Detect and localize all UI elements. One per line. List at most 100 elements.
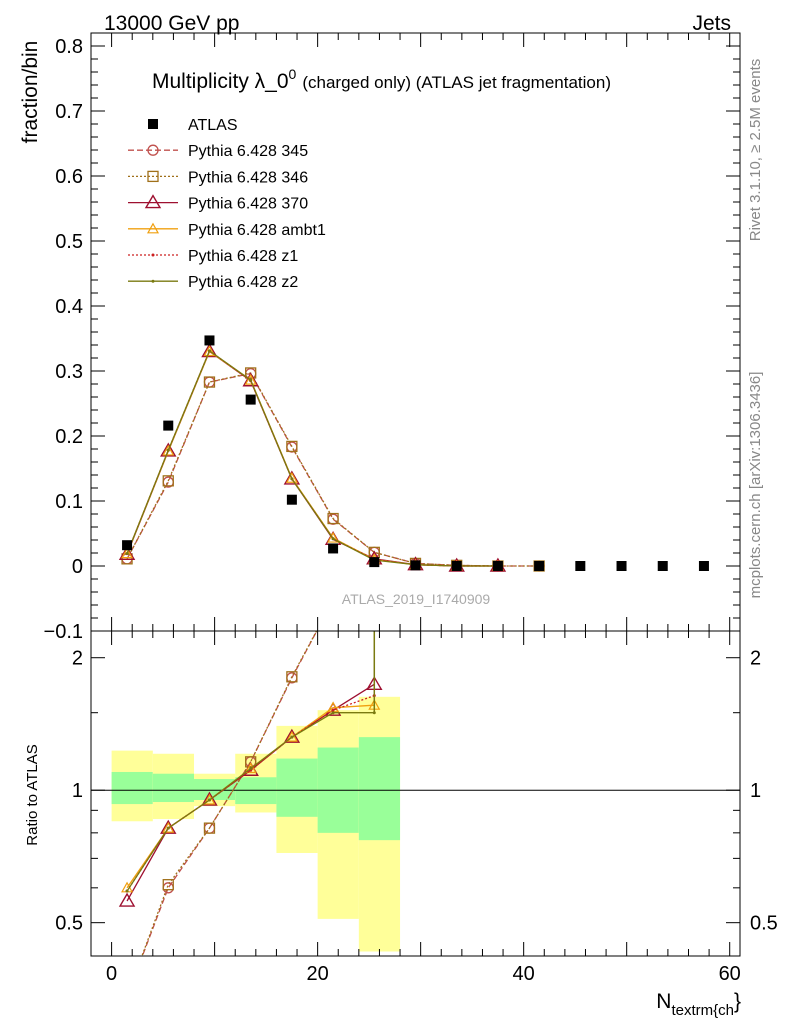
legend-label-3: Pythia 6.428 ambt1	[188, 222, 326, 239]
series-marker-2	[201, 343, 218, 358]
y-tick-label: 0.1	[55, 491, 83, 513]
ratio-marker-1	[162, 879, 174, 891]
ratio-axis-ticks: 0.5 0.51 12 20 20 40 60	[55, 631, 778, 985]
ratio-y-tick-label: 2	[72, 648, 83, 670]
ratio-plot-frame	[90, 630, 741, 957]
atlas-data-point	[286, 494, 297, 505]
ratio-series-clipped	[118, 595, 383, 1001]
atlas-data-point	[492, 561, 503, 571]
series-marker-3	[327, 531, 340, 543]
uncertainty-bands	[111, 696, 401, 952]
plot-title-superscript: 0	[289, 66, 297, 82]
legend-label-5: Pythia 6.428 z2	[188, 274, 298, 291]
atlas-data-point	[328, 543, 339, 554]
ratio-marker-3	[285, 730, 298, 742]
series-line-3	[126, 350, 498, 567]
legend-marker-2	[144, 194, 162, 209]
atlas-data-point	[575, 561, 586, 571]
legend-atlas-label: ATLAS	[188, 117, 238, 134]
main-series-group	[118, 343, 545, 572]
x-axis-label-tail: }	[734, 990, 741, 1013]
atlas-data-point	[410, 560, 421, 571]
ratio-y-tick-label: 1	[72, 780, 83, 802]
legend-label-1: Pythia 6.428 346	[188, 169, 308, 186]
ratio-marker-5	[166, 826, 170, 830]
ratio-y-axis-label: Ratio to ATLAS	[24, 744, 41, 845]
y-tick-label: 0.2	[55, 426, 83, 448]
inner-uncertainty-band	[152, 773, 195, 803]
x-tick-label: 60	[719, 963, 741, 985]
series-line-4	[126, 349, 498, 567]
ratio-marker-5	[331, 711, 335, 715]
atlas-data-point	[163, 420, 174, 431]
ratio-marker-5	[290, 735, 294, 739]
series-line-5	[126, 349, 498, 567]
ratio-line-0	[141, 631, 318, 956]
y-tick-label: 0	[72, 556, 83, 578]
ratio-marker-0	[328, 595, 338, 605]
inner-uncertainty-band	[358, 737, 401, 841]
ratio-marker-4	[331, 708, 335, 712]
ratio-marker-0	[162, 882, 174, 894]
plot-title: Multiplicity λ_00 (charged only) (ATLAS j…	[152, 66, 611, 93]
series-marker-3	[121, 547, 134, 559]
atlas-data-point	[122, 540, 133, 551]
atlas-data-point	[204, 335, 215, 346]
atlas-data-points	[122, 335, 709, 571]
y-tick-label: 0.8	[55, 36, 83, 58]
atlas-data-point	[245, 394, 256, 405]
atlas-data-point	[534, 561, 545, 571]
ratio-marker-5	[207, 798, 211, 802]
series-marker-3	[203, 345, 216, 357]
legend-label-0: Pythia 6.428 345	[188, 143, 308, 160]
inner-uncertainty-band	[276, 758, 318, 817]
ratio-marker-1	[286, 671, 298, 683]
y-tick-label: 0.7	[55, 101, 83, 123]
legend-label-4: Pythia 6.428 z1	[188, 248, 298, 265]
ratio-marker-2	[160, 819, 177, 834]
ratio-marker-1	[203, 822, 216, 834]
series-marker-1	[162, 475, 174, 487]
main-y-axis-ticks: −0.1 0 0.1 0.2 0.3 0.4 0.5 0.6 0.7 0.8	[44, 33, 740, 643]
header-jets-label: Jets	[692, 12, 731, 35]
legend-marker-0	[147, 144, 159, 156]
series-marker-2	[160, 442, 177, 457]
series-marker-5	[290, 477, 294, 481]
ratio-marker-3	[244, 762, 257, 774]
x-tick-label: 20	[307, 963, 329, 985]
legend-marker-4	[151, 253, 155, 257]
legend-marker-5	[151, 279, 155, 283]
ratio-marker-3	[162, 821, 175, 833]
series-line-1	[126, 372, 540, 567]
series-line-2	[126, 350, 498, 567]
ratio-marker-3	[203, 793, 216, 805]
series-marker-5	[331, 537, 335, 541]
x-tick-label: 0	[106, 963, 117, 985]
mcplots-label: mcplots.cern.ch [arXiv:1306.3436]	[747, 372, 764, 599]
atlas-data-point	[616, 561, 627, 571]
y-tick-label: 0.5	[55, 231, 83, 253]
y-tick-label: 0.3	[55, 361, 83, 383]
series-marker-1	[286, 440, 298, 453]
ratio-marker-0	[122, 991, 132, 1001]
series-marker-3	[285, 472, 298, 483]
x-tick-label: 40	[513, 963, 535, 985]
x-axis-label: Ntextrm{ch}	[656, 990, 741, 1019]
series-marker-3	[162, 444, 175, 456]
inner-uncertainty-band	[194, 779, 236, 800]
atlas-data-point	[698, 561, 709, 571]
main-plot-panel: −0.1 0 0.1 0.2 0.3 0.4 0.5 0.6 0.7 0.8 Multiplici…	[19, 32, 741, 643]
ratio-marker-1	[328, 595, 338, 605]
series-marker-5	[207, 349, 211, 353]
ratio-marker-1	[245, 756, 257, 768]
atlas-data-point	[657, 561, 668, 571]
ratio-marker-5	[249, 767, 253, 771]
ratio-marker-5	[125, 889, 129, 893]
header-energy-label: 13000 GeV pp	[104, 12, 239, 35]
ratio-y-tick-label-right: 0.5	[750, 913, 778, 935]
analysis-id-watermark: ATLAS_2019_I1740909	[342, 591, 491, 607]
series-marker-5	[166, 448, 170, 452]
series-marker-1	[327, 512, 339, 525]
ratio-y-tick-label-right: 2	[750, 648, 761, 670]
